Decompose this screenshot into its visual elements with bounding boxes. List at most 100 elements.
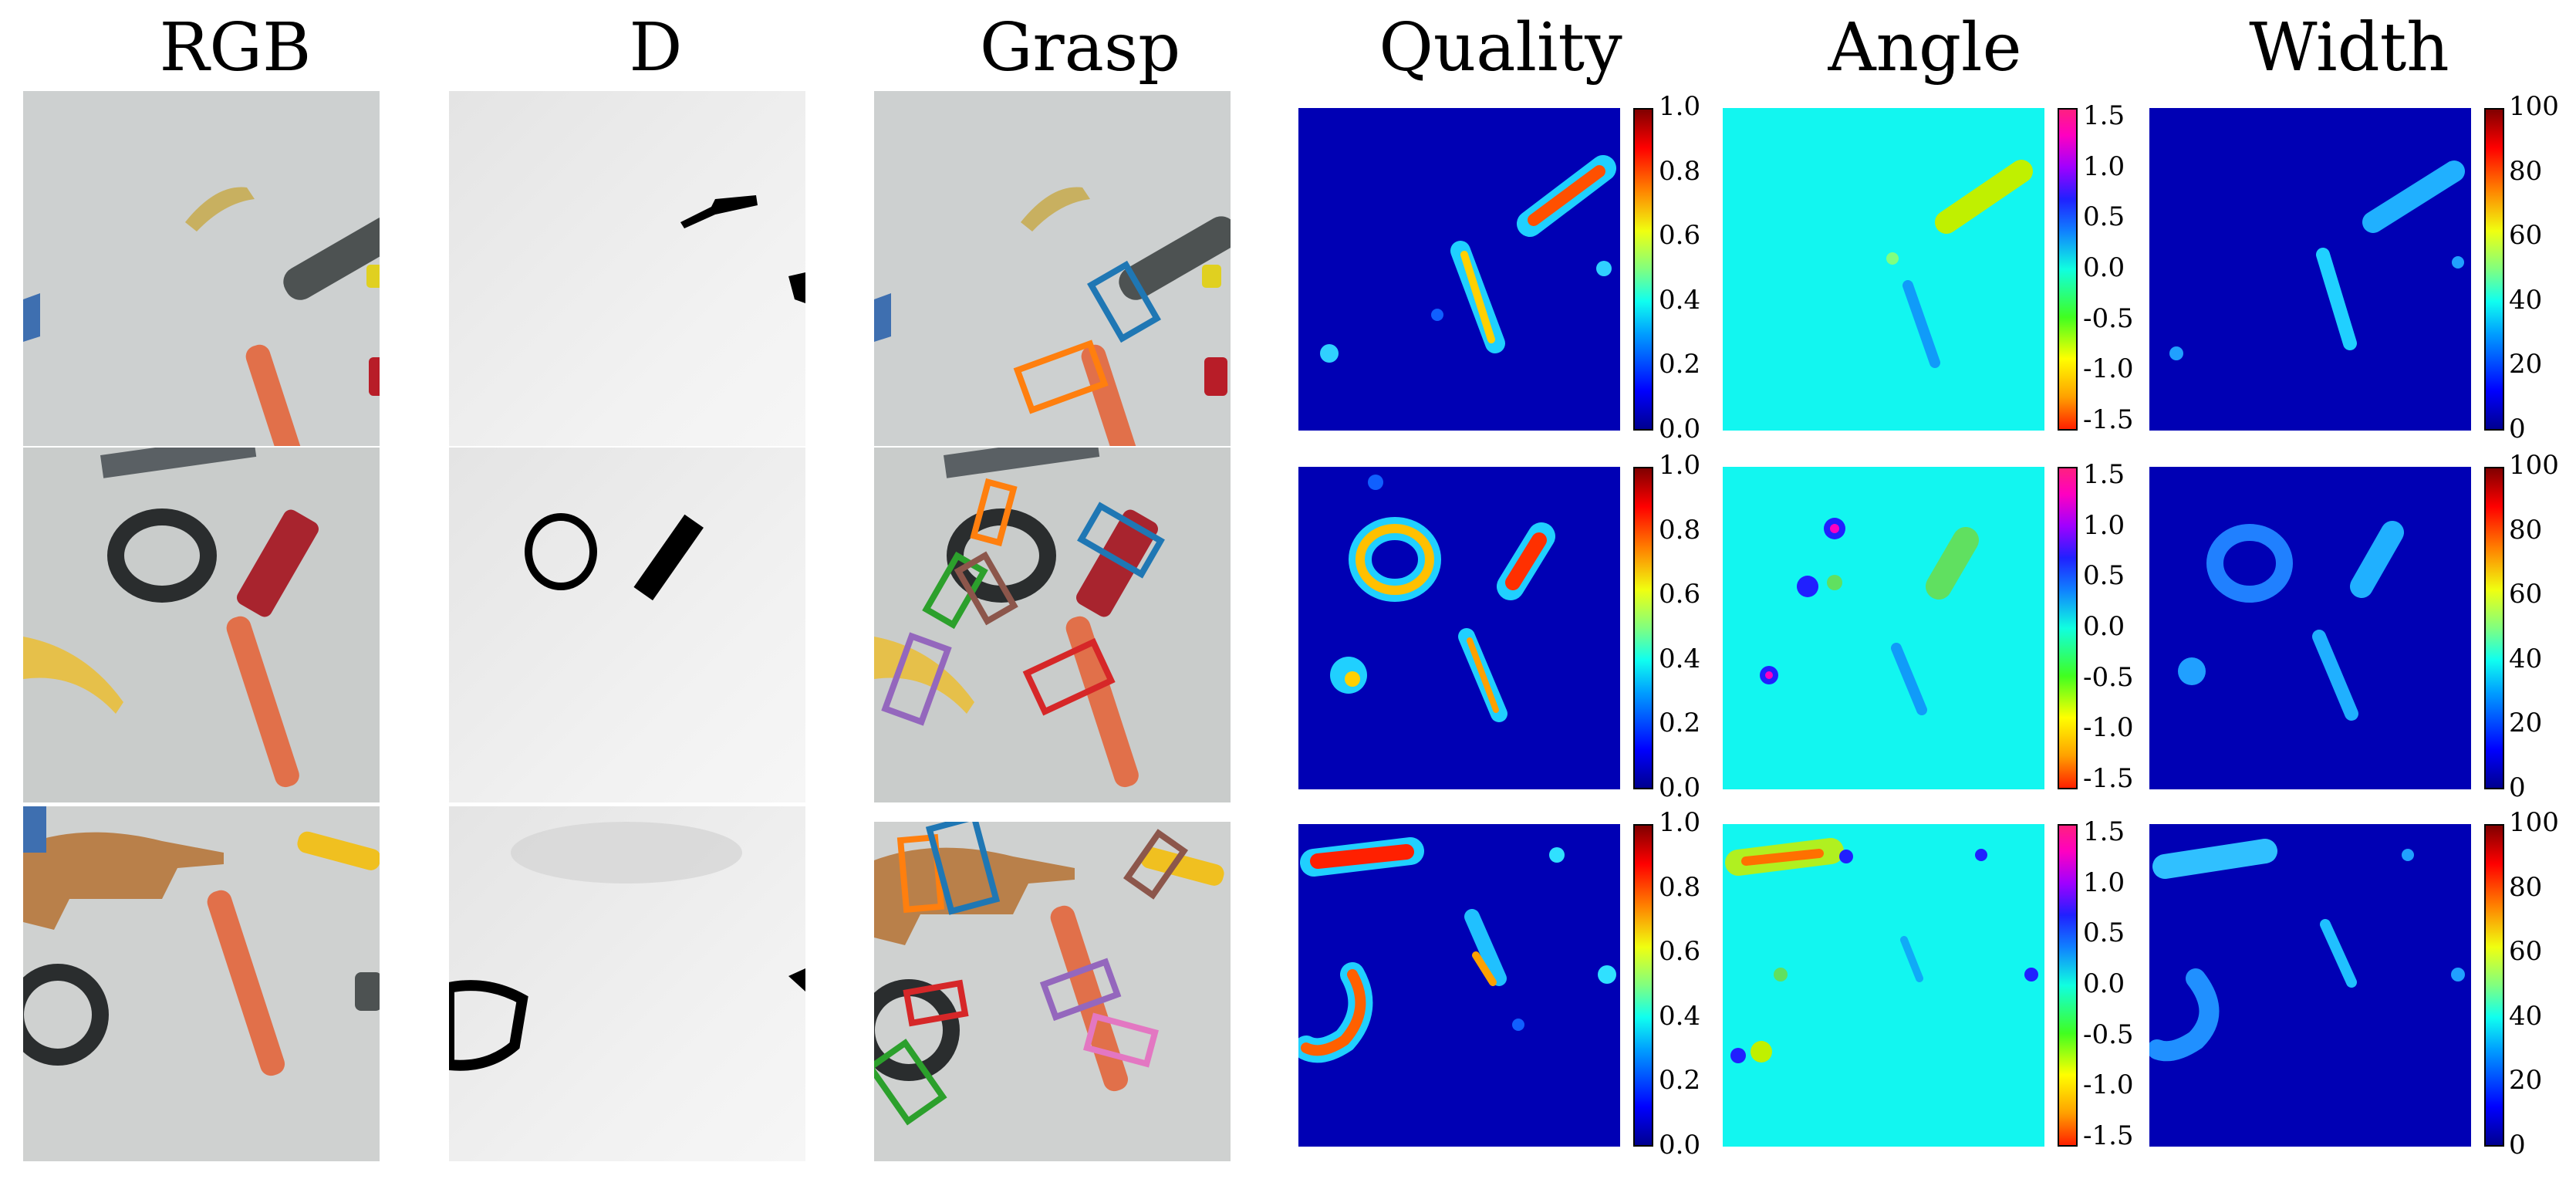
width-map-row-3 bbox=[2149, 824, 2471, 1147]
width-tick-label-row-1: 40 bbox=[2509, 284, 2543, 316]
angle-tick-label-row-2: 0.5 bbox=[2083, 560, 2125, 592]
quality-tick-label-row-3: 1.0 bbox=[1659, 807, 1701, 838]
angle-tick-label-row-2: 1.5 bbox=[2083, 459, 2125, 490]
quality-map-row-3 bbox=[1298, 824, 1620, 1147]
angle-tick-label-row-3: -1.5 bbox=[2083, 1120, 2134, 1151]
column-title-width: Width bbox=[2249, 9, 2449, 86]
grasp-box-brown bbox=[954, 551, 1018, 626]
grasp-box-blue bbox=[1077, 502, 1165, 579]
quality-tick-label-row-3: 0.0 bbox=[1659, 1130, 1701, 1161]
angle-tick-label-row-1: 1.5 bbox=[2083, 100, 2125, 131]
angle-tick-label-row-3: 1.5 bbox=[2083, 816, 2125, 847]
width-tick-label-row-3: 100 bbox=[2509, 807, 2559, 838]
quality-tick-label-row-1: 0.4 bbox=[1659, 284, 1701, 316]
angle-colorbar-row-3 bbox=[2058, 824, 2078, 1147]
width-tick-label-row-1: 20 bbox=[2509, 349, 2543, 380]
quality-colorbar-row-2 bbox=[1633, 467, 1653, 789]
angle-tick-label-row-3: 0.5 bbox=[2083, 917, 2125, 949]
depth-image-row-3 bbox=[449, 806, 805, 1161]
quality-tick-label-row-1: 0.2 bbox=[1659, 349, 1701, 380]
angle-tick-label-row-2: 1.0 bbox=[2083, 509, 2125, 541]
angle-tick-label-row-1: 0.5 bbox=[2083, 201, 2125, 233]
width-map-row-1 bbox=[2149, 108, 2471, 431]
width-tick-label-row-3: 0 bbox=[2509, 1130, 2526, 1161]
angle-colorbar-row-1 bbox=[2058, 108, 2078, 431]
depth-image-row-1 bbox=[449, 91, 805, 446]
width-tick-label-row-3: 20 bbox=[2509, 1065, 2543, 1096]
quality-tick-label-row-3: 0.6 bbox=[1659, 936, 1701, 968]
width-tick-label-row-2: 100 bbox=[2509, 450, 2559, 481]
column-title-angle: Angle bbox=[1828, 9, 2022, 86]
grasp-box-blue bbox=[1087, 260, 1161, 343]
quality-map-row-2 bbox=[1298, 467, 1620, 789]
grasp-box-orange bbox=[1013, 340, 1109, 414]
width-tick-label-row-3: 80 bbox=[2509, 871, 2543, 903]
quality-tick-label-row-2: 0.4 bbox=[1659, 643, 1701, 674]
angle-map-row-1 bbox=[1723, 108, 2044, 431]
angle-tick-label-row-2: 0.0 bbox=[2083, 611, 2125, 642]
quality-map-row-1 bbox=[1298, 108, 1620, 431]
grasp-image-row-2 bbox=[874, 448, 1231, 802]
width-tick-label-row-2: 0 bbox=[2509, 772, 2526, 803]
angle-map-row-3 bbox=[1723, 824, 2044, 1147]
quality-colorbar-row-3 bbox=[1633, 824, 1653, 1147]
width-tick-label-row-1: 80 bbox=[2509, 155, 2543, 187]
column-title-quality: Quality bbox=[1379, 9, 1622, 86]
angle-tick-label-row-3: 1.0 bbox=[2083, 867, 2125, 898]
width-tick-label-row-1: 100 bbox=[2509, 91, 2559, 122]
width-tick-label-row-2: 80 bbox=[2509, 514, 2543, 546]
grasp-box-orange bbox=[970, 478, 1018, 547]
angle-map-row-2 bbox=[1723, 467, 2044, 789]
width-tick-label-row-1: 60 bbox=[2509, 220, 2543, 252]
quality-tick-label-row-3: 0.8 bbox=[1659, 871, 1701, 903]
quality-tick-label-row-1: 1.0 bbox=[1659, 91, 1701, 122]
angle-tick-label-row-1: -1.5 bbox=[2083, 404, 2134, 435]
width-tick-label-row-1: 0 bbox=[2509, 414, 2526, 444]
quality-colorbar-row-1 bbox=[1633, 108, 1653, 431]
width-map-row-2 bbox=[2149, 467, 2471, 789]
quality-tick-label-row-3: 0.2 bbox=[1659, 1065, 1701, 1096]
width-colorbar-row-1 bbox=[2484, 108, 2504, 431]
angle-tick-label-row-3: -0.5 bbox=[2083, 1019, 2134, 1050]
grasp-box-green bbox=[874, 1039, 947, 1126]
grasp-box-purple bbox=[881, 632, 952, 726]
column-title-rgb: RGB bbox=[159, 9, 312, 86]
grasp-box-red bbox=[1022, 637, 1116, 716]
rgb-image-row-2 bbox=[23, 448, 380, 802]
angle-tick-label-row-2: -0.5 bbox=[2083, 661, 2134, 693]
angle-tick-label-row-2: -1.5 bbox=[2083, 763, 2134, 794]
quality-tick-label-row-2: 1.0 bbox=[1659, 450, 1701, 481]
width-tick-label-row-2: 40 bbox=[2509, 643, 2543, 674]
grasp-box-red bbox=[903, 979, 969, 1027]
angle-tick-label-row-1: -0.5 bbox=[2083, 302, 2134, 334]
quality-tick-label-row-1: 0.6 bbox=[1659, 220, 1701, 252]
width-tick-label-row-2: 20 bbox=[2509, 708, 2543, 739]
quality-tick-label-row-3: 0.4 bbox=[1659, 1000, 1701, 1032]
angle-tick-label-row-3: -1.0 bbox=[2083, 1069, 2134, 1101]
angle-tick-label-row-1: 0.0 bbox=[2083, 252, 2125, 283]
width-tick-label-row-3: 40 bbox=[2509, 1000, 2543, 1032]
angle-tick-label-row-3: 0.0 bbox=[2083, 968, 2125, 999]
width-colorbar-row-2 bbox=[2484, 467, 2504, 789]
grasp-image-row-3 bbox=[874, 822, 1231, 1161]
angle-tick-label-row-1: -1.0 bbox=[2083, 353, 2134, 385]
grasp-box-blue bbox=[925, 822, 1001, 915]
rgb-image-row-3 bbox=[23, 806, 380, 1161]
quality-tick-label-row-2: 0.0 bbox=[1659, 772, 1701, 803]
grasp-box-brown bbox=[1123, 829, 1189, 900]
column-title-grasp: Grasp bbox=[979, 9, 1181, 86]
angle-colorbar-row-2 bbox=[2058, 467, 2078, 789]
quality-tick-label-row-2: 0.6 bbox=[1659, 579, 1701, 610]
angle-tick-label-row-2: -1.0 bbox=[2083, 712, 2134, 744]
grasp-image-row-1 bbox=[874, 91, 1231, 446]
depth-image-row-2 bbox=[449, 448, 805, 802]
grasp-box-pink bbox=[1083, 1012, 1159, 1068]
rgb-image-row-1 bbox=[23, 91, 380, 446]
width-tick-label-row-2: 60 bbox=[2509, 579, 2543, 610]
column-title-d: D bbox=[629, 9, 683, 86]
quality-tick-label-row-1: 0.8 bbox=[1659, 155, 1701, 187]
width-tick-label-row-3: 60 bbox=[2509, 936, 2543, 968]
quality-tick-label-row-2: 0.2 bbox=[1659, 708, 1701, 739]
angle-tick-label-row-1: 1.0 bbox=[2083, 150, 2125, 182]
width-colorbar-row-3 bbox=[2484, 824, 2504, 1147]
